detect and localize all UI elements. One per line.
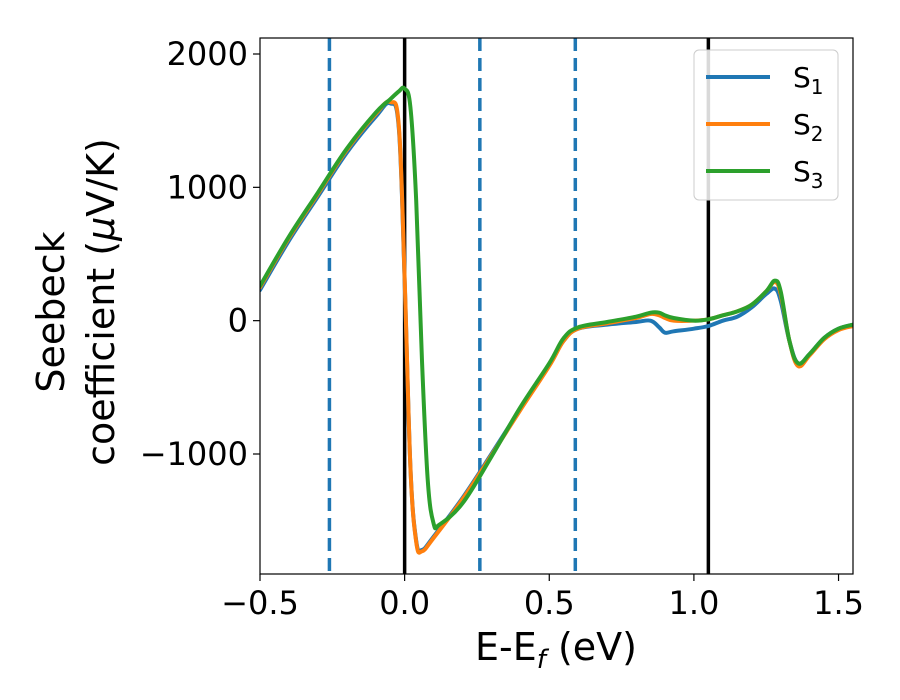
legend-label-s1: S1	[793, 61, 824, 99]
y-tick-label: −1000	[140, 435, 248, 473]
legend-label-s2: S2	[793, 108, 824, 146]
plot-frame	[259, 37, 854, 575]
x-axis-label: E-Ef (eV)	[475, 625, 637, 675]
x-tick-label: 0.5	[524, 584, 575, 622]
y-ticks: −1000 0 1000 2000	[140, 35, 260, 473]
series-layer	[260, 85, 853, 555]
y-axis-label-line2-post: V/K)	[79, 138, 123, 217]
y-tick-label: 2000	[167, 35, 248, 73]
y-tick-label: 1000	[167, 168, 248, 206]
x-axis-label-unit: (eV)	[546, 625, 637, 669]
x-tick-label: 1.0	[668, 584, 719, 622]
x-tick-label: −0.5	[221, 584, 299, 622]
reference-lines	[327, 38, 711, 574]
series-line-s3	[260, 85, 853, 531]
y-tick-label: 0	[228, 302, 248, 340]
legend-label-s3: S3	[793, 155, 824, 193]
x-tick-label: 0.0	[379, 584, 430, 622]
x-tick-label: 1.5	[813, 584, 864, 622]
y-axis-label-mu: μ	[79, 217, 123, 242]
x-axis-label-main: E-E	[475, 625, 537, 669]
legend: S1 S2 S3	[693, 49, 839, 201]
y-axis-label-line1: Seebeck	[29, 231, 73, 392]
y-axis-label-line2: coefficient (μV/K)	[79, 138, 123, 466]
x-ticks: −0.5 0.0 0.5 1.0 1.5	[221, 574, 864, 622]
y-axis-label-line2-pre: coefficient (	[79, 241, 123, 466]
